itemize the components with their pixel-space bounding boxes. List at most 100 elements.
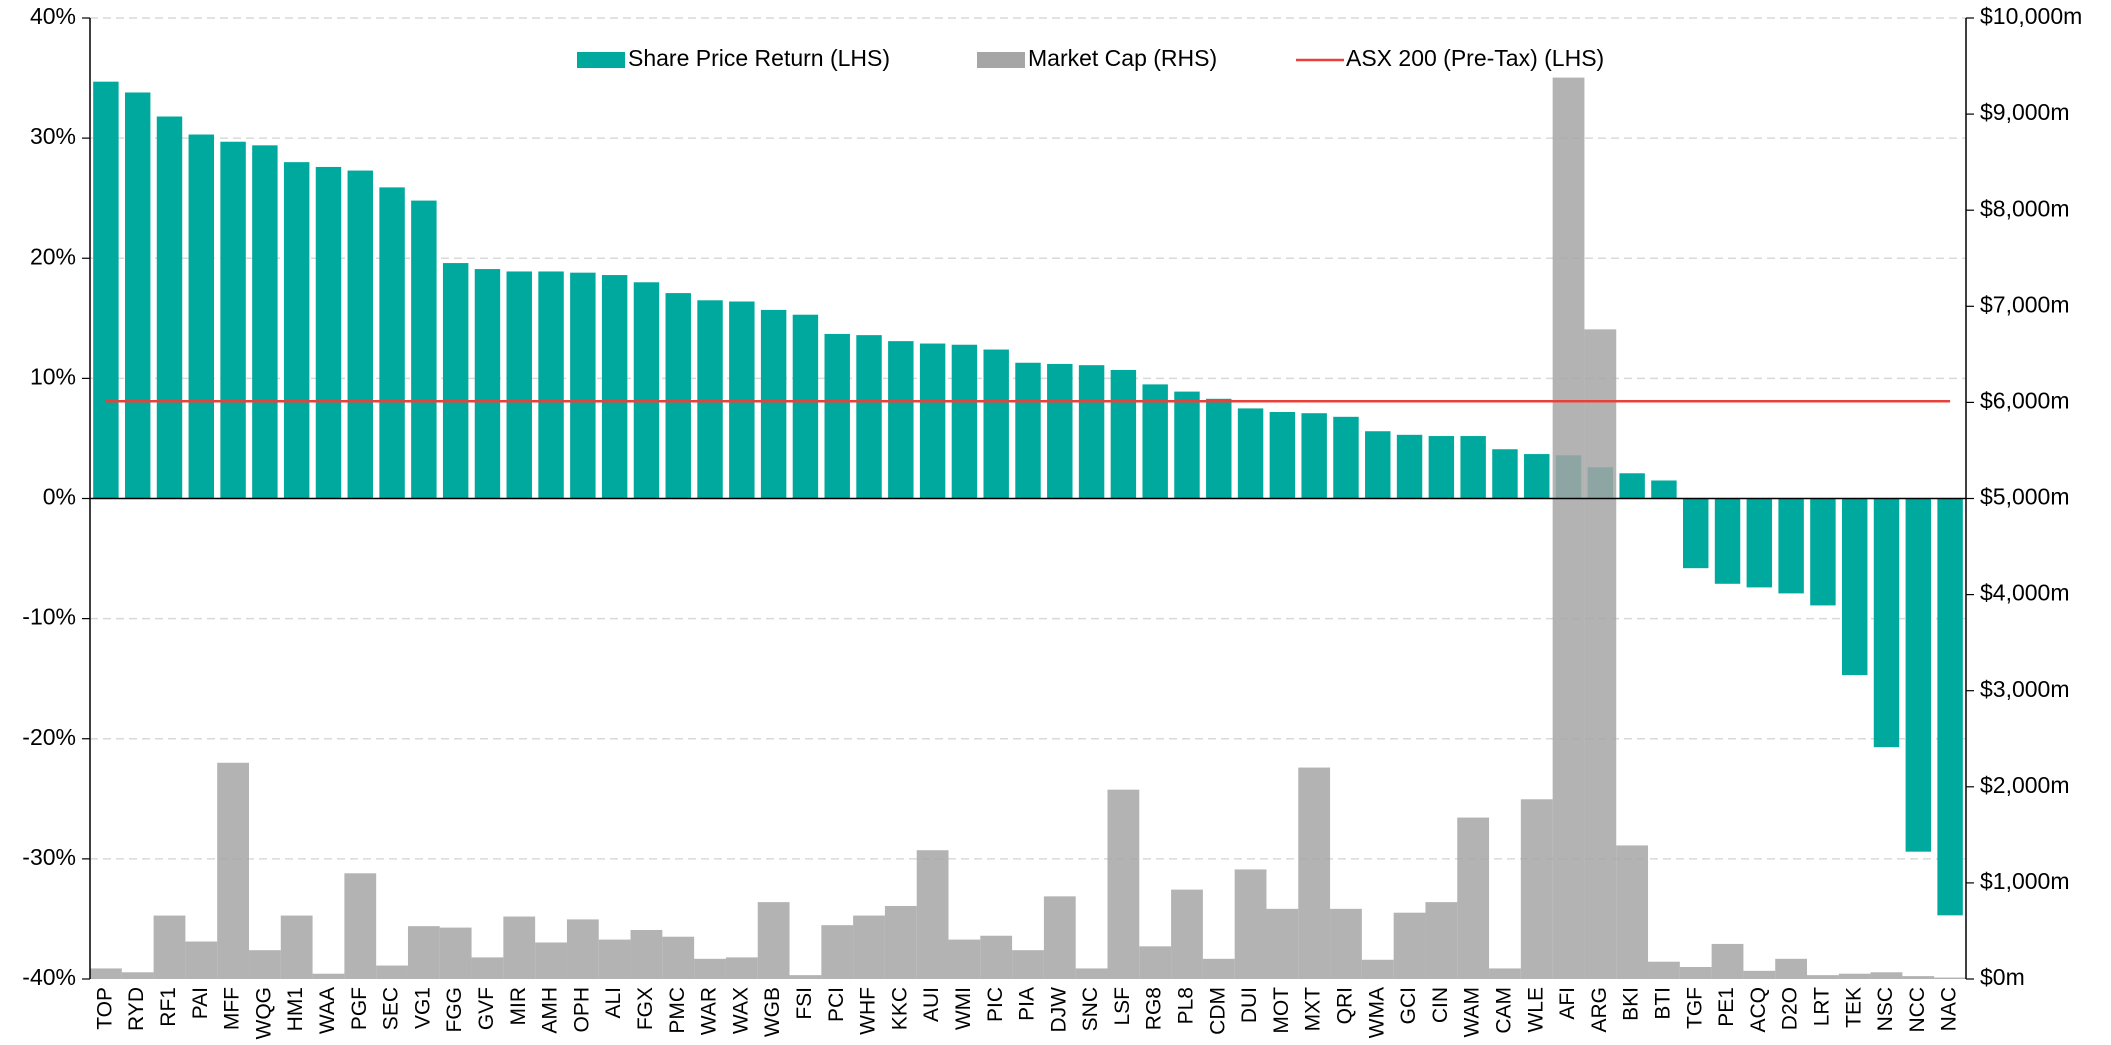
x-tick-label: WGB: [761, 987, 784, 1037]
return-bar: [156, 116, 183, 499]
return-bar: [1301, 413, 1327, 499]
return-bar: [1810, 498, 1836, 606]
x-tick-label: WQG: [252, 987, 275, 1040]
market-cap-bar: [948, 939, 981, 979]
market-cap-bar: [1266, 908, 1299, 979]
x-tick-label: SNC: [1079, 987, 1102, 1031]
y-tick-label: 30%: [30, 123, 76, 149]
y2-tick-label: $10,000m: [1980, 3, 2082, 29]
return-bar: [697, 300, 723, 499]
market-cap-bar: [1838, 973, 1871, 979]
x-tick-label: PE1: [1715, 987, 1738, 1027]
return-bar: [951, 344, 978, 499]
x-tick-label: MIR: [507, 987, 530, 1026]
market-cap-bar: [1489, 968, 1521, 979]
market-cap-bar: [1202, 958, 1235, 979]
x-tick-label: PCI: [825, 987, 848, 1022]
market-cap-bar: [598, 939, 631, 979]
return-bar: [919, 343, 946, 499]
market-cap-bar: [1807, 975, 1839, 979]
return-bar: [315, 166, 342, 499]
market-cap-bar: [1743, 970, 1776, 979]
x-tick-label: TEK: [1842, 987, 1865, 1028]
x-tick-label: VG1: [411, 987, 434, 1029]
x-tick-label: WAX: [729, 987, 752, 1034]
market-cap-bar: [821, 925, 854, 979]
return-bar: [1905, 498, 1932, 852]
market-cap-bar: [725, 957, 758, 979]
market-cap-bar: [248, 950, 281, 979]
market-cap-bar: [1648, 961, 1680, 979]
market-cap-bar: [884, 905, 917, 979]
x-tick-label: PIC: [984, 987, 1007, 1022]
x-tick-label: WMI: [952, 987, 975, 1030]
y2-tick-label: $8,000m: [1980, 195, 2070, 221]
market-cap-bar: [566, 919, 599, 979]
market-cap-bar: [1616, 845, 1649, 979]
market-cap-bar: [1457, 817, 1490, 979]
market-cap-bar: [1679, 966, 1712, 979]
return-bar: [506, 271, 532, 499]
y-tick-label: -40%: [22, 964, 76, 990]
x-tick-label: MFF: [221, 987, 244, 1030]
return-bar: [1078, 365, 1105, 499]
return-bar: [474, 269, 501, 499]
x-tick-label: FGG: [443, 987, 466, 1033]
return-bar: [93, 81, 119, 499]
legend-swatch: [977, 52, 1025, 68]
x-tick-label: RYD: [125, 987, 148, 1031]
market-cap-bar: [1775, 958, 1808, 979]
y-tick-label: 0%: [43, 484, 76, 510]
x-tick-label: WMA: [1365, 987, 1388, 1038]
return-bar: [824, 333, 850, 499]
x-tick-label: HM1: [284, 987, 307, 1031]
market-cap-bar: [407, 926, 440, 979]
return-bar: [760, 309, 787, 499]
x-tick-label: NSC: [1874, 987, 1897, 1031]
market-cap-bar: [90, 968, 122, 979]
market-cap-bar: [535, 942, 567, 979]
market-cap-bar: [344, 873, 377, 979]
y2-tick-label: $1,000m: [1980, 868, 2070, 894]
return-bar: [1396, 434, 1423, 499]
return-bar: [1778, 498, 1804, 594]
x-tick-label: PMC: [666, 987, 689, 1034]
return-bar: [1206, 398, 1232, 499]
market-cap-bar: [312, 973, 345, 979]
x-tick-label: WLE: [1524, 987, 1547, 1033]
x-tick-label: AMH: [539, 987, 562, 1034]
return-bar: [1110, 369, 1137, 499]
return-bar: [442, 263, 469, 499]
x-tick-label: MOT: [1270, 987, 1293, 1034]
market-cap-bar: [757, 902, 790, 979]
return-bar: [252, 145, 278, 499]
x-tick-label: LRT: [1810, 987, 1833, 1026]
market-cap-bar: [280, 915, 313, 979]
market-cap-bar: [1075, 968, 1108, 979]
x-tick-label: PIA: [1016, 987, 1039, 1021]
x-tick-label: DUI: [1238, 987, 1261, 1023]
x-tick-label: BTI: [1651, 987, 1674, 1020]
return-bar: [792, 314, 819, 499]
return-bar: [220, 141, 246, 499]
return-bar: [1460, 436, 1486, 499]
x-tick-label: GVF: [475, 987, 498, 1030]
return-bar: [124, 92, 151, 499]
x-tick-label: GCI: [1397, 987, 1420, 1024]
return-bar: [1047, 363, 1073, 499]
market-cap-bar: [1870, 972, 1903, 979]
x-tick-label: BKI: [1620, 987, 1643, 1021]
market-cap-bar: [662, 936, 695, 979]
x-tick-label: D2O: [1779, 987, 1802, 1030]
return-bar: [601, 275, 628, 499]
return-bar: [633, 282, 660, 499]
return-bar: [570, 272, 596, 499]
return-bar: [1683, 498, 1709, 569]
y-tick-label: -10%: [22, 604, 76, 630]
market-cap-bar: [789, 975, 822, 979]
y2-tick-label: $5,000m: [1980, 484, 2070, 510]
legend-label: ASX 200 (Pre-Tax) (LHS): [1346, 45, 1604, 71]
return-bar: [1269, 412, 1296, 499]
return-bar: [1333, 416, 1359, 499]
market-cap-bar: [1361, 959, 1394, 979]
